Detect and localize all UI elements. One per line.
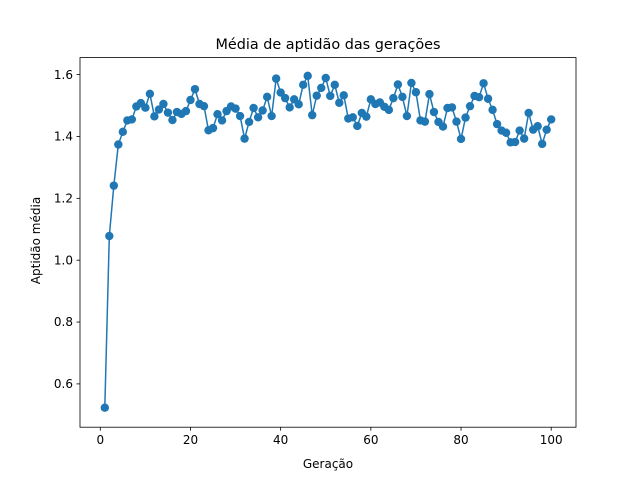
data-point: [168, 115, 177, 125]
data-point: [240, 134, 249, 143]
data-point: [362, 112, 371, 121]
data-point: [235, 111, 245, 121]
data-point: [208, 123, 218, 133]
y-tick-label: 0.8: [54, 315, 73, 329]
data-point: [118, 127, 128, 137]
data-point: [276, 88, 285, 97]
data-point: [299, 80, 308, 90]
x-tick-label: 80: [453, 433, 468, 447]
data-point: [461, 113, 470, 122]
data-point: [335, 98, 344, 107]
axes-frame: [79, 57, 577, 428]
x-tick-label: 40: [273, 433, 288, 447]
data-point: [317, 83, 326, 93]
data-point: [321, 73, 330, 83]
data-point: [447, 103, 457, 112]
data-point: [452, 117, 461, 126]
data-point: [425, 89, 434, 99]
data-point: [420, 117, 430, 126]
data-point: [326, 91, 335, 101]
data-point: [547, 115, 556, 124]
y-axis-title: Aptidão média: [29, 197, 43, 284]
y-tick-label: 1.4: [54, 130, 73, 144]
data-point: [249, 103, 258, 113]
x-tick-label: 60: [363, 433, 378, 447]
data-point: [105, 231, 114, 241]
y-tick-label: 1.0: [54, 253, 73, 267]
data-point: [262, 92, 272, 102]
data-point: [330, 80, 339, 90]
data-point: [393, 80, 403, 89]
data-point: [339, 91, 348, 100]
data-point: [294, 100, 303, 109]
data-point: [402, 111, 412, 121]
plot-layer: [100, 71, 556, 412]
data-point: [100, 403, 110, 412]
data-point: [465, 101, 475, 111]
data-point: [501, 128, 511, 137]
data-point: [280, 93, 290, 103]
data-point: [456, 134, 466, 144]
data-point: [537, 139, 547, 149]
data-point: [199, 101, 209, 111]
data-point: [181, 106, 191, 116]
data-point: [519, 134, 529, 143]
data-point: [267, 111, 276, 121]
data-point: [190, 84, 200, 94]
data-point: [308, 110, 317, 120]
data-point: [271, 74, 281, 83]
data-point: [253, 113, 263, 122]
axes-layer: 0 20 40 60 80 100 0.6 0.8 1.0 1.2 1.4 1.6: [54, 57, 577, 447]
data-point: [353, 121, 362, 131]
data-point: [163, 108, 173, 117]
data-point: [389, 93, 398, 103]
data-point: [524, 108, 533, 118]
data-point: [114, 140, 123, 149]
data-point: [384, 105, 394, 115]
data-point: [398, 92, 407, 102]
x-tick-label: 20: [183, 433, 198, 447]
data-point: [479, 79, 488, 88]
y-tick-label: 1.2: [54, 192, 73, 206]
data-point: [488, 105, 497, 115]
data-point: [150, 112, 159, 121]
data-point: [145, 89, 155, 98]
data-point: [127, 115, 137, 124]
data-point: [154, 105, 164, 114]
data-point: [438, 122, 448, 131]
data-point: [474, 92, 484, 102]
data-point: [217, 116, 227, 125]
data-point: [303, 71, 312, 81]
data-point: [186, 95, 195, 105]
data-point: [213, 110, 222, 119]
data-point: [231, 104, 240, 113]
data-point: [109, 181, 119, 190]
x-axis-title: Geração: [303, 457, 353, 471]
y-tick-label: 0.6: [54, 377, 73, 391]
data-point: [542, 125, 551, 134]
x-tick-label: 100: [540, 433, 563, 447]
data-point: [348, 113, 357, 122]
data-point: [244, 117, 254, 127]
data-point: [258, 106, 267, 115]
data-point: [159, 99, 168, 109]
data-point: [411, 88, 421, 97]
data-point: [429, 107, 439, 117]
data-point: [510, 137, 520, 147]
data-point: [515, 126, 524, 135]
data-point: [285, 103, 294, 112]
chart-title: Média de aptidão das gerações: [215, 37, 440, 53]
x-tick-label: 0: [96, 433, 104, 447]
data-point: [533, 122, 542, 131]
data-point: [492, 119, 502, 129]
data-point: [407, 78, 416, 88]
y-tick-label: 1.6: [54, 68, 73, 82]
data-point: [141, 103, 150, 112]
data-point: [312, 91, 321, 100]
data-point: [483, 94, 493, 103]
